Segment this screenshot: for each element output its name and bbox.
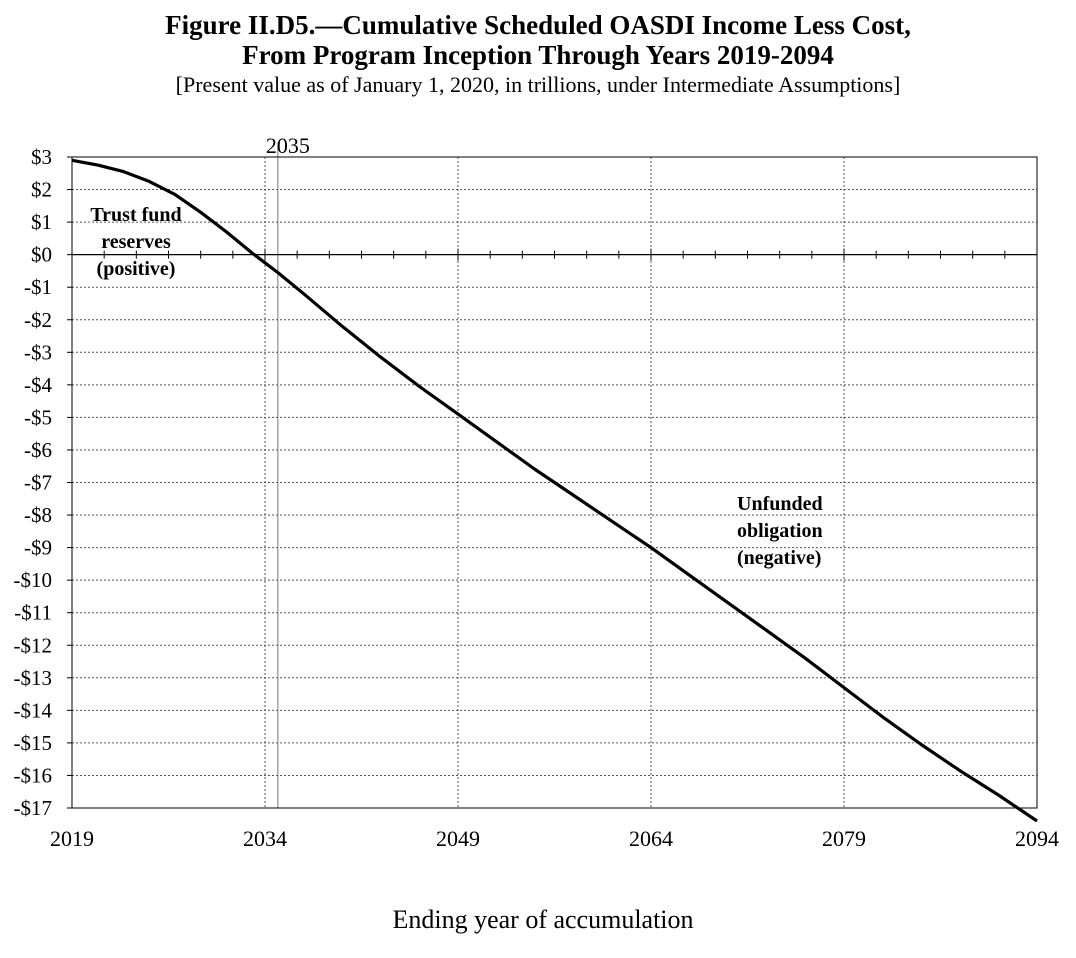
data-series — [71, 158, 1038, 823]
y-tick-label: -$2 — [24, 308, 52, 332]
annotation-unfunded-line: Unfunded — [737, 493, 823, 515]
x-tick-label: 2034 — [243, 826, 287, 851]
chart-title-line2: From Program Inception Through Years 201… — [242, 40, 834, 70]
chart-subtitle: [Present value as of January 1, 2020, in… — [175, 72, 901, 97]
x-tick-label: 2094 — [1015, 826, 1059, 851]
y-tick-label: -$1 — [24, 275, 52, 299]
reference-line-group: 2035 — [266, 133, 310, 808]
x-axis-tick-labels: 2019 2034 2049 2064 2079 2094 — [50, 826, 1059, 851]
y-tick-label: $2 — [31, 178, 52, 202]
y-tick-label: -$10 — [14, 568, 53, 592]
x-tick-label: 2049 — [436, 826, 480, 851]
y-axis-tick-labels: $3 $2 $1 $0 -$1 -$2 -$3 -$4 -$5 -$6 -$7 -$8 -$9 -$10 -… — [14, 145, 53, 820]
y-tick-label: -$8 — [24, 503, 52, 527]
y-tick-label: $3 — [31, 145, 52, 169]
annotation-unfunded-line: (negative) — [737, 547, 821, 569]
y-tick-label: -$17 — [14, 796, 53, 820]
x-tick-label: 2064 — [629, 826, 673, 851]
y-tick-label: -$12 — [14, 633, 53, 657]
y-tick-label: $1 — [31, 210, 52, 234]
y-tick-label: -$3 — [24, 340, 52, 364]
y-tick-label: -$4 — [24, 373, 52, 397]
tick-marks — [67, 156, 1038, 809]
y-tick-label: -$13 — [14, 666, 53, 690]
y-tick-label: -$14 — [14, 698, 53, 722]
series-line — [71, 158, 1038, 823]
y-tick-label: -$15 — [14, 731, 53, 755]
chart-svg: 2035 $3 $2 $1 $0 -$1 -$2 -$3 -$4 -$5 -$6 -$7 -$8 -$9… — [14, 133, 1060, 851]
annotation-trust-fund-line: Trust fund — [90, 204, 181, 226]
y-tick-label: -$6 — [24, 438, 52, 462]
y-tick-label: -$11 — [14, 601, 52, 625]
y-tick-label: -$7 — [24, 471, 52, 495]
x-tick-label: 2019 — [50, 826, 94, 851]
y-tick-label: -$16 — [14, 763, 53, 787]
annotation-trust-fund-line: (positive) — [97, 258, 176, 280]
y-tick-label: -$5 — [24, 405, 52, 429]
y-tick-label: -$9 — [24, 536, 52, 560]
annotation-unfunded-line: obligation — [737, 520, 823, 542]
x-axis-title: Ending year of accumulation — [392, 905, 694, 934]
chart-title-line1: Figure II.D5.—Cumulative Scheduled OASDI… — [165, 10, 911, 40]
annotation-trust-fund-line: reserves — [101, 231, 171, 253]
y-tick-label: $0 — [31, 243, 52, 267]
x-tick-label: 2079 — [822, 826, 866, 851]
annotations: Trust fund reserves (positive) Unfunded obli… — [90, 204, 822, 569]
reference-line-label: 2035 — [266, 133, 310, 158]
